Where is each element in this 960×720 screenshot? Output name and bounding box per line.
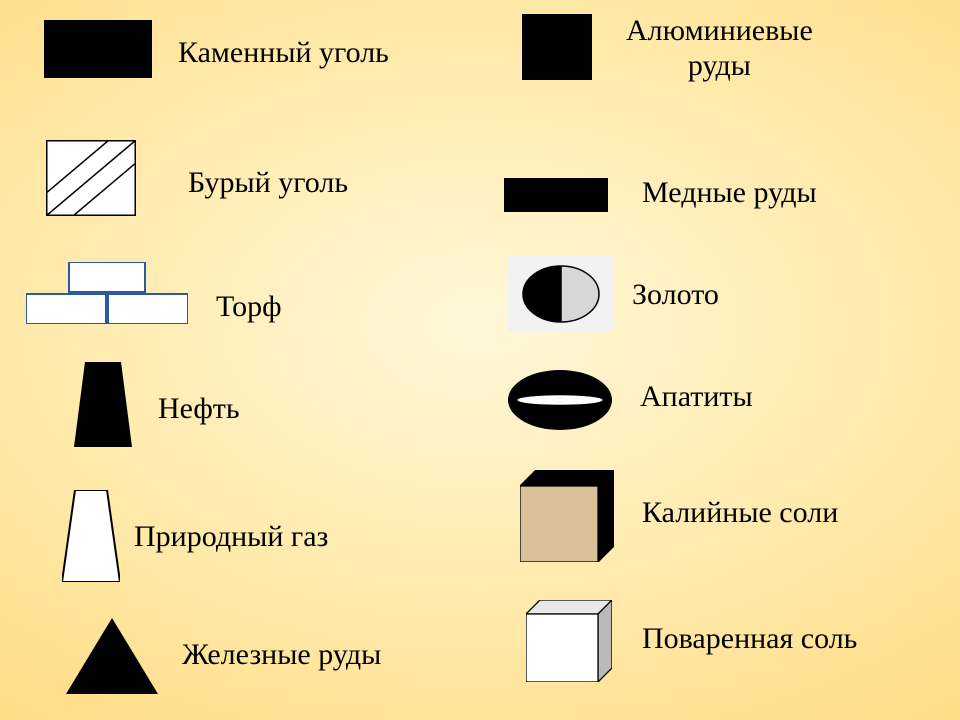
peat-icon	[26, 262, 188, 324]
potash-icon	[520, 470, 614, 562]
iron-ore-icon	[66, 618, 158, 694]
gas-icon	[62, 490, 120, 582]
brown-coal-icon	[46, 140, 136, 216]
potash-label: Калийные соли	[642, 496, 838, 531]
gold-icon	[508, 256, 614, 332]
oil-icon	[74, 362, 132, 447]
apatite-label: Апатиты	[640, 380, 753, 415]
coal-label: Каменный уголь	[178, 36, 389, 71]
copper-ore-icon	[504, 178, 608, 212]
peat-label: Торф	[216, 290, 282, 325]
oil-label: Нефть	[158, 392, 240, 427]
iron-ore-label: Железные руды	[182, 638, 381, 673]
brown-coal-label: Бурый уголь	[188, 166, 348, 201]
apatite-icon	[508, 370, 612, 430]
aluminium-ore-label: Алюминиевые руды	[626, 14, 813, 83]
coal-icon	[44, 20, 152, 78]
table-salt-icon	[526, 600, 612, 682]
gold-label: Золото	[632, 278, 719, 313]
table-salt-label: Поваренная соль	[642, 622, 857, 657]
copper-ore-label: Медные руды	[642, 176, 817, 211]
gas-label: Природный газ	[134, 520, 328, 555]
aluminium-ore-icon	[522, 14, 592, 80]
